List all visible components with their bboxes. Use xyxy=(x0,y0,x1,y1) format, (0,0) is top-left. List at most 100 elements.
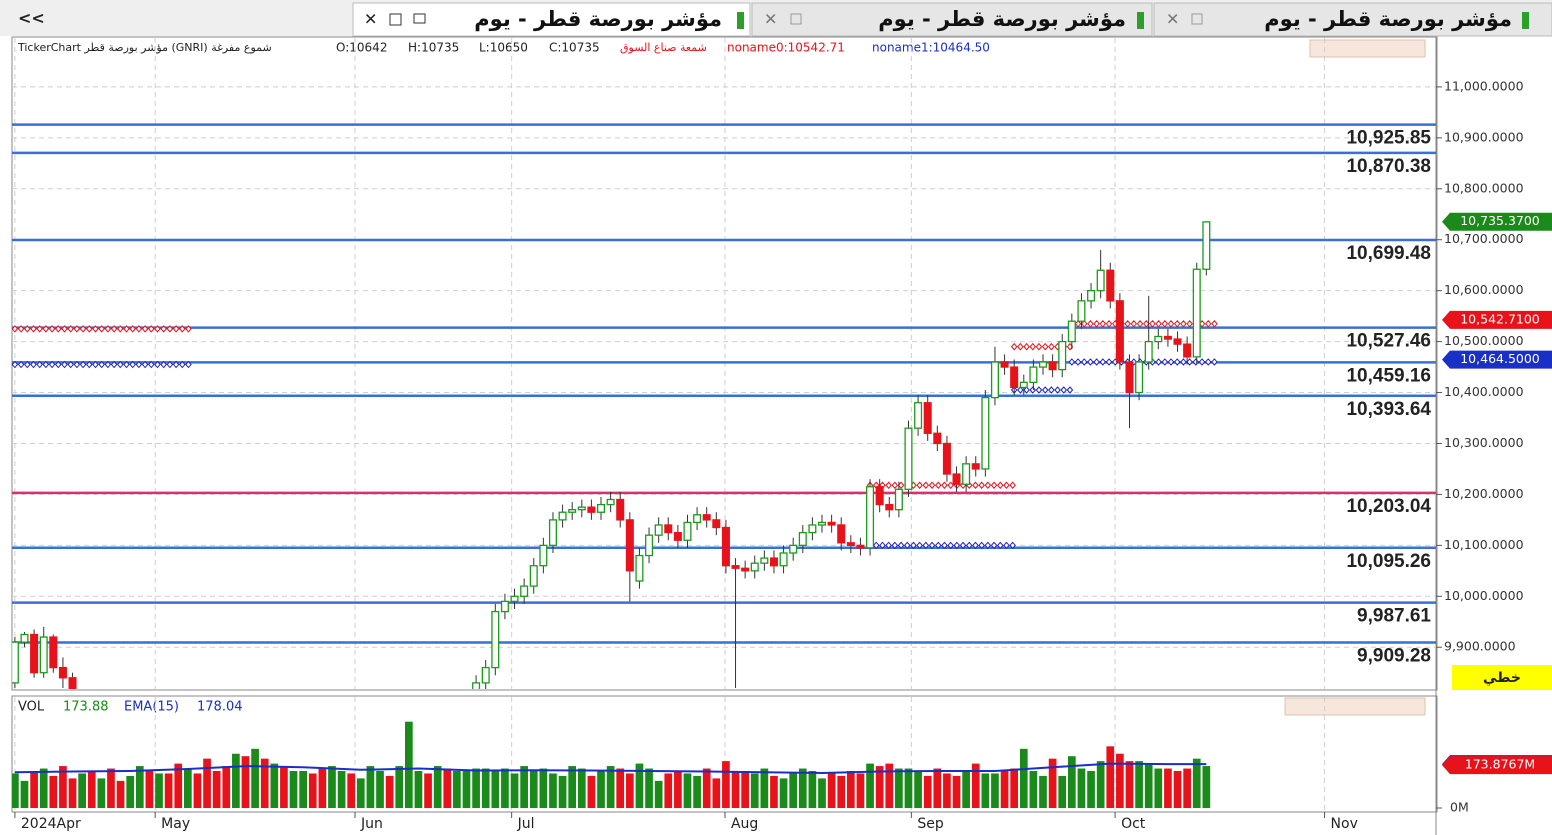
price-badge-label: 173.8767M xyxy=(1465,757,1535,772)
candle-body xyxy=(875,486,884,506)
candle-body xyxy=(654,524,663,536)
candle-body xyxy=(1202,221,1211,270)
tab-maximize[interactable] xyxy=(389,13,402,26)
volume-bar xyxy=(1183,768,1191,808)
candle-body xyxy=(645,534,654,557)
level-label: 10,095.26 xyxy=(1346,551,1431,572)
candle-body xyxy=(1067,320,1076,343)
volume-bar xyxy=(1029,771,1038,808)
candle-body xyxy=(558,511,567,521)
volume-bar xyxy=(1202,766,1211,808)
x-tick-label: Oct xyxy=(1121,816,1146,832)
volume-bar xyxy=(1144,763,1153,808)
volume-bar xyxy=(789,773,798,808)
tab-maximize[interactable] xyxy=(1191,13,1203,25)
tab[interactable] xyxy=(352,2,751,37)
candle-body xyxy=(1077,300,1086,322)
price-badge xyxy=(1442,212,1552,231)
volume-bar xyxy=(731,771,740,808)
volume-bar xyxy=(49,775,58,808)
candle-body xyxy=(1010,366,1019,389)
candle-body xyxy=(49,636,58,669)
volume-bar xyxy=(164,773,173,808)
tab-status xyxy=(1137,12,1144,29)
volume-bar xyxy=(760,768,769,808)
candle-body xyxy=(1163,335,1172,340)
volume-bar xyxy=(395,766,404,808)
price-plot: 10,925.85 10,870.38 10,699.48 10,527.46 10,4… xyxy=(12,38,1436,689)
level-label: 10,870.38 xyxy=(1346,156,1431,177)
volume-bar xyxy=(866,763,874,808)
legend-close: C:10735 xyxy=(549,41,600,55)
tab-title[interactable]: مؤشر بورصة قطر - يوم xyxy=(878,7,1126,31)
candle-body xyxy=(606,498,615,506)
candle-body xyxy=(30,633,39,674)
x-tick-label: Nov xyxy=(1331,816,1358,832)
volume-bar xyxy=(654,780,663,808)
y-tick-label: 10,600.0000 xyxy=(1444,282,1524,297)
y-tick-label: 0M xyxy=(1450,800,1469,815)
level-label: 10,459.16 xyxy=(1346,365,1431,386)
tab[interactable] xyxy=(1153,2,1552,37)
volume-bar xyxy=(107,768,115,808)
volume-bar xyxy=(510,773,519,808)
candle-body xyxy=(568,509,577,513)
market-maker-zone xyxy=(1010,386,1074,394)
scale-label[interactable]: خطي xyxy=(1483,670,1521,686)
candle-body xyxy=(625,519,634,572)
volume-bar xyxy=(404,721,413,808)
tab-detach[interactable] xyxy=(413,13,426,24)
volume-bar xyxy=(20,780,29,808)
volume-bar xyxy=(645,768,653,808)
price-badge xyxy=(1442,350,1552,369)
candle-body xyxy=(866,486,875,549)
tab-title[interactable]: مؤشر بورصة قطر - يوم xyxy=(474,7,722,31)
panel-toolbar[interactable] xyxy=(1309,39,1426,58)
price-badge-label: 10,464.5000 xyxy=(1460,351,1540,366)
volume-bar xyxy=(1000,771,1009,808)
volume-bar xyxy=(674,771,682,808)
y-tick-label: 10,700.0000 xyxy=(1444,231,1524,246)
volume-bar xyxy=(904,768,913,808)
volume-bar xyxy=(280,766,288,808)
candle-body xyxy=(664,524,673,534)
candle-body xyxy=(712,519,721,529)
volume-bar xyxy=(943,773,951,808)
scale-button[interactable] xyxy=(1452,665,1552,690)
volume-bar xyxy=(414,771,423,808)
candle-body xyxy=(693,514,702,524)
volume-bar xyxy=(597,771,605,808)
candle-body xyxy=(885,503,894,511)
candle-body xyxy=(914,402,923,429)
x-tick-label: Sep xyxy=(917,816,944,832)
tab-close[interactable]: ✕ xyxy=(764,10,777,29)
y-tick-label: 10,100.0000 xyxy=(1444,537,1524,552)
volume-bar xyxy=(270,763,279,808)
candle-body xyxy=(1192,268,1201,358)
tab-title[interactable]: مؤشر بورصة قطر - يوم xyxy=(1264,7,1512,31)
volume-bar xyxy=(481,768,490,808)
tab-back[interactable]: << xyxy=(18,9,45,28)
candle-body xyxy=(808,524,817,534)
tab-maximize[interactable] xyxy=(790,13,802,25)
candle-body xyxy=(837,524,846,544)
volume-bar xyxy=(376,771,384,808)
volume-bar xyxy=(693,775,701,808)
candle-body xyxy=(760,557,769,564)
candle-body xyxy=(587,506,596,513)
candle-body xyxy=(1048,361,1057,371)
volume-bar xyxy=(39,768,48,808)
volume-bar xyxy=(962,771,970,808)
volume-bar xyxy=(155,773,163,808)
tab-close[interactable]: ✕ xyxy=(1166,10,1179,29)
level-label: 10,925.85 xyxy=(1346,128,1431,149)
candle-body xyxy=(971,463,980,470)
candle-body xyxy=(702,514,711,521)
legend-open: O:10642 xyxy=(336,41,387,55)
volume-bar xyxy=(520,766,528,808)
tab-status xyxy=(737,12,744,29)
tab[interactable] xyxy=(751,2,1153,37)
tab-close[interactable]: ✕ xyxy=(364,10,377,29)
panel-toolbar[interactable] xyxy=(1284,697,1426,716)
volume-bar xyxy=(260,758,269,808)
